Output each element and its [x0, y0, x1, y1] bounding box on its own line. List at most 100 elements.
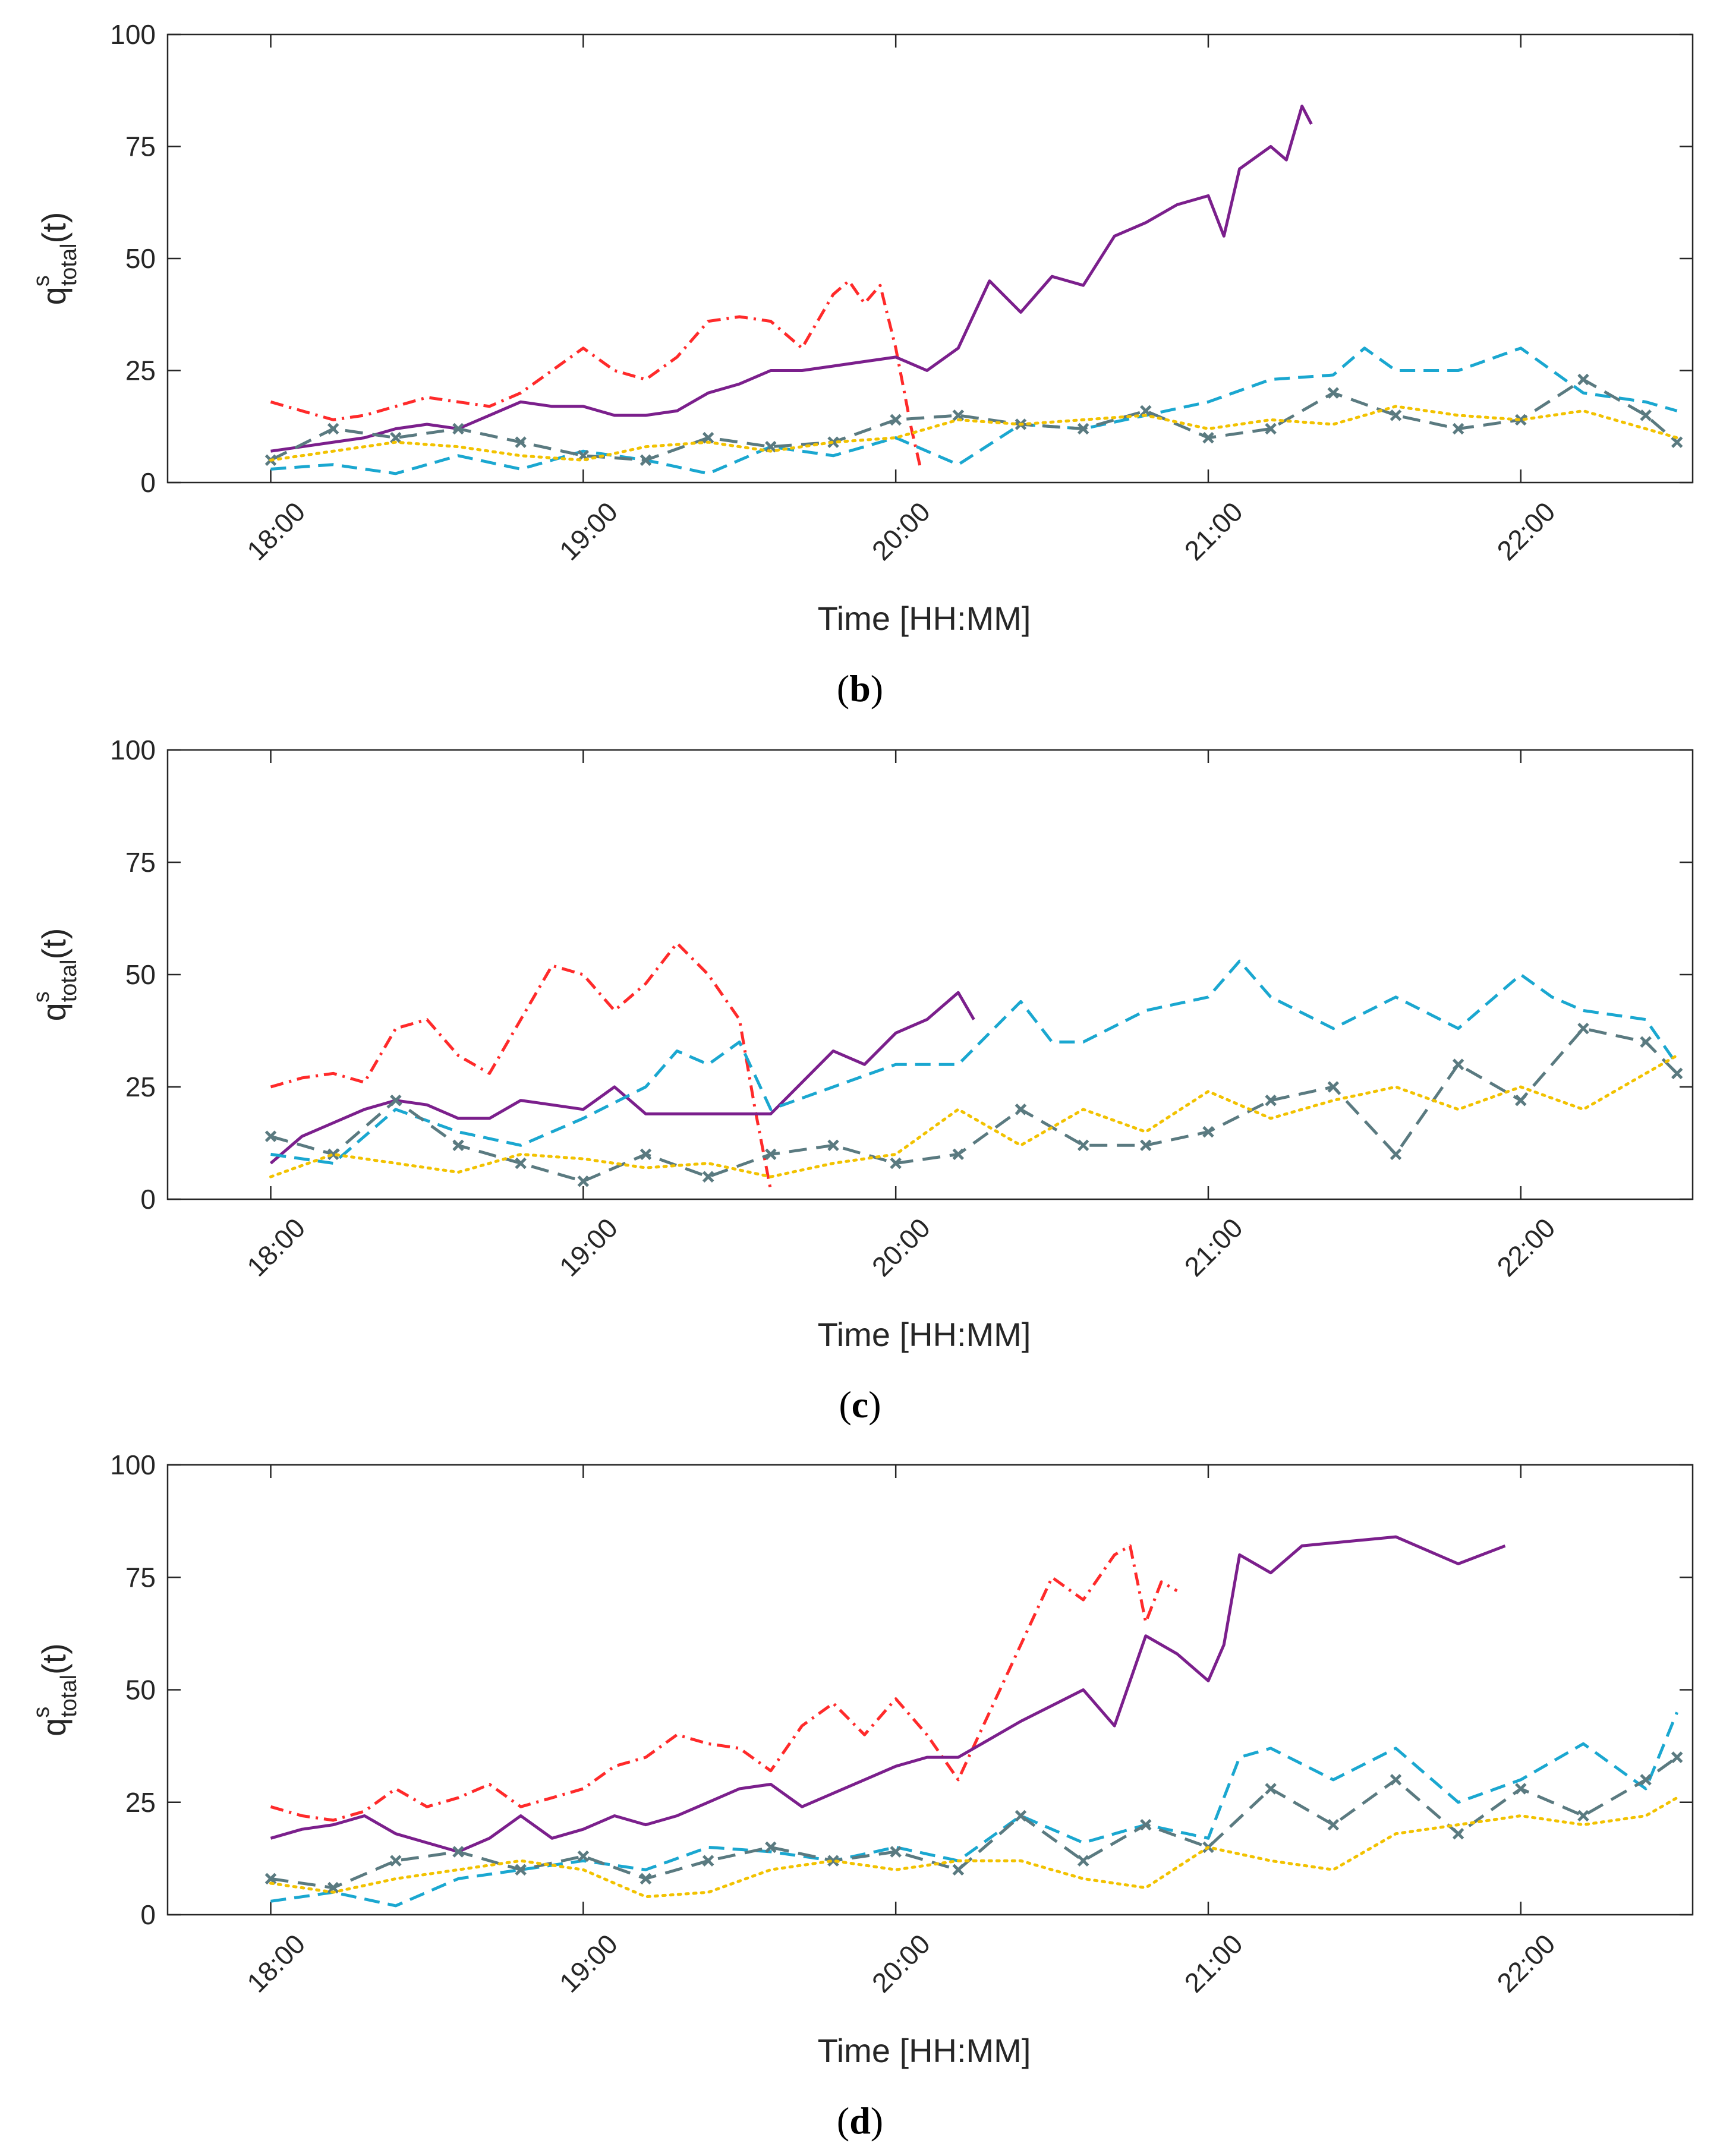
x-tick-label: 18:00	[241, 1928, 311, 1999]
series-marker-x	[890, 1846, 902, 1858]
series-marker-x	[1671, 1067, 1683, 1080]
y-tick-label: 100	[110, 19, 156, 50]
y-axis-label: qs total(t)	[29, 928, 81, 1022]
series-marker-x	[1202, 1126, 1214, 1138]
series-marker-x	[1265, 1783, 1277, 1795]
x-tick-label: 21:00	[1179, 1212, 1249, 1282]
y-tick-label: 25	[125, 1071, 156, 1102]
series-line-yellow-dotted	[269, 1054, 1679, 1178]
series-line-red-dashdot	[270, 279, 922, 469]
series-marker-x	[452, 1139, 464, 1152]
series-marker-x	[1671, 1751, 1683, 1763]
series-marker-x	[1640, 409, 1652, 421]
plot-area	[168, 34, 1693, 483]
series-marker-x	[1515, 1094, 1527, 1107]
series-line-purple-solid	[269, 991, 975, 1165]
series-marker-x	[827, 1139, 839, 1152]
series-line-cyan-dashed	[270, 1711, 1679, 1908]
x-tick-label: 18:00	[241, 496, 311, 566]
series-marker-x	[264, 1130, 277, 1142]
x-axis-label: Time [HH:MM]	[818, 1316, 1031, 1353]
y-tick-label: 0	[140, 467, 156, 498]
series-marker-x	[1577, 373, 1589, 386]
series-marker-x	[1140, 1139, 1152, 1152]
plot-area	[168, 1465, 1693, 1915]
y-tick-label: 50	[125, 1675, 156, 1706]
x-axis-label: Time [HH:MM]	[818, 600, 1031, 637]
series-marker-x	[1265, 423, 1277, 435]
panel-caption: (d)	[837, 2100, 883, 2142]
panel-caption: (b)	[837, 667, 883, 710]
series-marker-x	[452, 423, 464, 435]
series-marker-x	[1265, 1094, 1277, 1107]
series-marker-x	[1452, 1827, 1464, 1840]
series-marker-x	[1077, 1855, 1089, 1867]
series-marker-x	[1671, 436, 1683, 448]
axis-frame	[166, 1464, 1694, 1916]
series-marker-x	[327, 1881, 339, 1894]
y-tick-label: 75	[125, 1562, 156, 1593]
series-line-yellow-dotted	[269, 1796, 1679, 1899]
y-tick-label: 0	[140, 1184, 156, 1215]
x-tick-label: 19:00	[553, 1212, 623, 1282]
axis-frame	[166, 749, 1694, 1200]
series-marker-x	[952, 409, 965, 421]
series-marker-x	[765, 1148, 777, 1161]
series-line-slate-dashed-x	[270, 1756, 1678, 1890]
series-marker-x	[890, 414, 902, 426]
series-marker-x	[1077, 1139, 1089, 1152]
series-marker-x	[1515, 1783, 1527, 1795]
chart-panel-b: 0 25 50 75 100 18:00 19:00 20:00 21:00 22:00 Time …	[29, 19, 1694, 710]
series-marker-x	[640, 454, 652, 466]
axis-frame	[166, 33, 1694, 484]
series-marker-x	[1140, 405, 1152, 417]
series-marker-x	[1390, 1774, 1402, 1786]
plot-area	[168, 750, 1693, 1199]
series-marker-x	[1577, 1022, 1589, 1035]
series-line-yellow-dotted	[269, 405, 1679, 462]
y-axis-label: qs total(t)	[29, 212, 81, 305]
series-marker-x	[1390, 1148, 1402, 1161]
series-marker-x	[1640, 1774, 1652, 1786]
series-marker-x	[640, 1148, 652, 1161]
series-line-red-dashdot	[270, 941, 773, 1191]
series-marker-x	[1327, 1081, 1340, 1093]
series-marker-x	[1327, 1818, 1340, 1831]
series-line-purple-solid	[270, 1535, 1506, 1854]
panel-caption: (c)	[839, 1383, 881, 1426]
series-line-slate-dashed-x	[270, 1027, 1678, 1183]
y-tick-label: 50	[125, 243, 156, 274]
series-marker-x	[515, 436, 527, 448]
y-tick-label: 0	[140, 1899, 156, 1930]
series-marker-x	[702, 431, 714, 444]
series-marker-x	[515, 1864, 527, 1876]
y-axis-label: qs total(t)	[29, 1643, 81, 1736]
chart-panel-c: 0 25 50 75 100 18:00 19:00 20:00 21:00 22:00 Time …	[29, 735, 1694, 1426]
series-line-slate-dashed-x	[270, 378, 1678, 462]
series-marker-x	[577, 1175, 590, 1187]
series-marker-x	[952, 1148, 965, 1161]
series-marker-x	[264, 1873, 277, 1885]
series-marker-x	[702, 1855, 714, 1867]
series-marker-x	[640, 1873, 652, 1885]
series-marker-x	[452, 1846, 464, 1858]
series-marker-x	[577, 1850, 590, 1862]
series-marker-x	[765, 1841, 777, 1854]
series-marker-x	[827, 1855, 839, 1867]
x-tick-label: 19:00	[553, 1928, 623, 1999]
x-tick-label: 19:00	[553, 496, 623, 566]
series-marker-x	[1140, 1818, 1152, 1831]
series-marker-x	[327, 1148, 339, 1161]
x-tick-label: 22:00	[1491, 496, 1561, 566]
chart-panel-d: 0 25 50 75 100 18:00 19:00 20:00 21:00 22:00 Time …	[29, 1449, 1694, 2142]
x-tick-label: 20:00	[866, 1928, 936, 1999]
y-tick-label: 50	[125, 959, 156, 990]
y-tick-label: 25	[125, 1787, 156, 1818]
series-marker-x	[1640, 1036, 1652, 1048]
series-marker-x	[1077, 423, 1089, 435]
x-axis-label: Time [HH:MM]	[818, 2032, 1031, 2069]
x-tick-label: 18:00	[241, 1212, 311, 1282]
x-tick-label: 21:00	[1179, 1928, 1249, 1999]
y-tick-label: 75	[125, 131, 156, 162]
